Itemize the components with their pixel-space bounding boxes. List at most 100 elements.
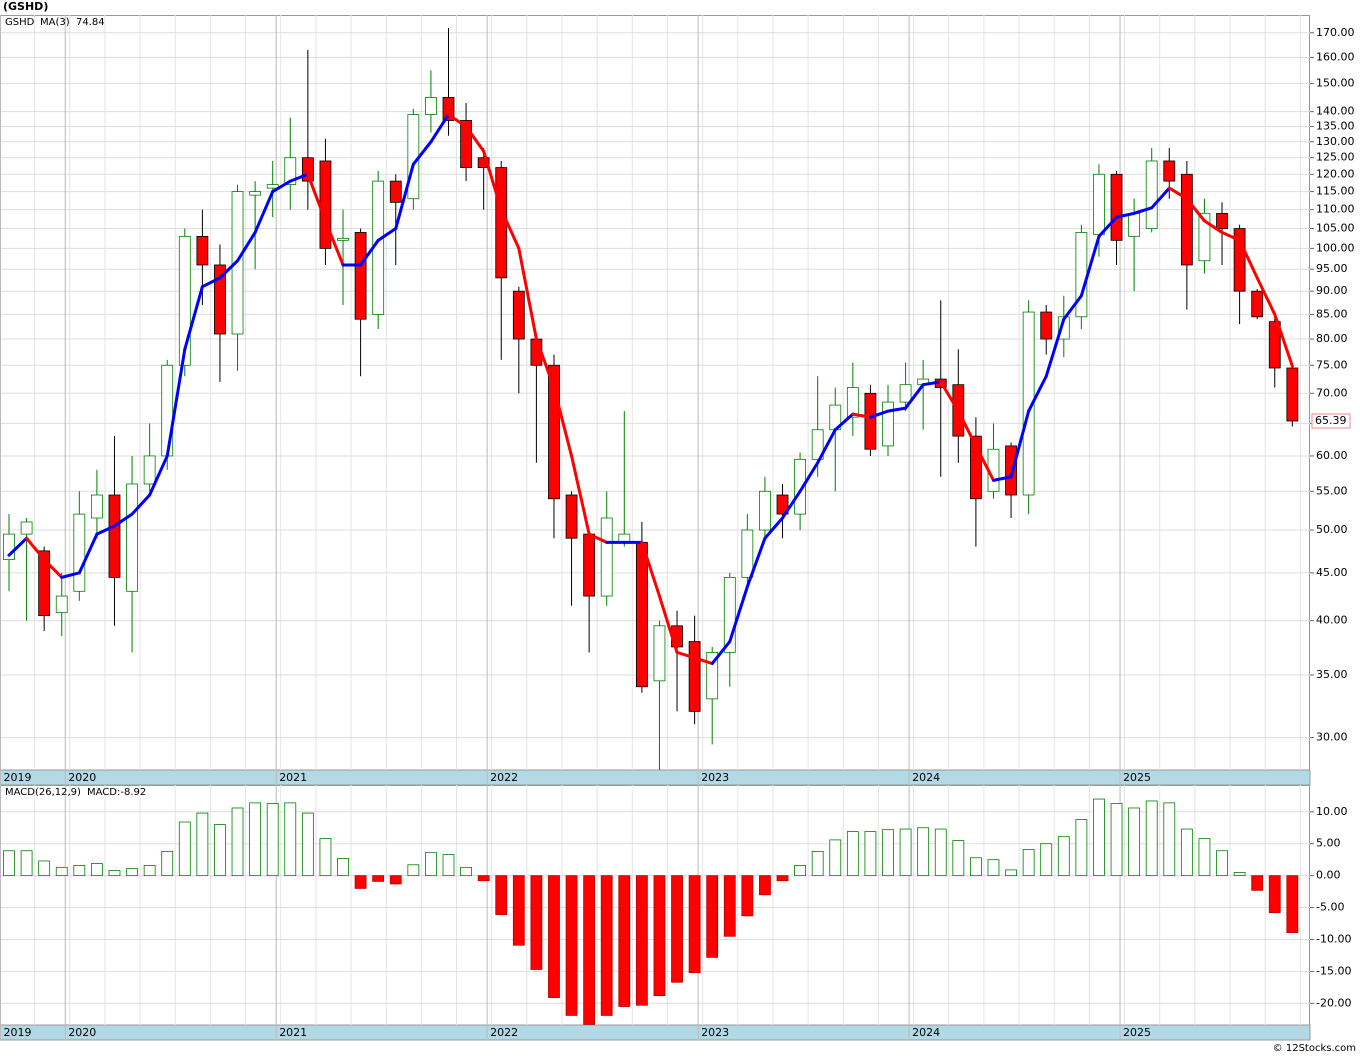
ma-line — [1062, 294, 1083, 321]
macd-bar — [618, 875, 631, 1007]
y-tick-label: 5.00 — [1316, 837, 1341, 850]
x-tick-label: 2019 — [4, 771, 32, 784]
x-tick-label: 2021 — [279, 771, 307, 784]
macd-bar — [917, 827, 930, 877]
candle-body — [143, 455, 156, 485]
ma-line — [306, 172, 327, 223]
macd-bar — [512, 875, 525, 946]
x-tick-label: 2023 — [701, 771, 729, 784]
candle-body — [635, 542, 648, 688]
legend-ma: MA(3) — [40, 17, 70, 28]
candle-body — [495, 167, 508, 279]
ma-line — [956, 409, 978, 448]
macd-bar — [284, 802, 297, 877]
macd-bar — [1075, 819, 1088, 877]
macd-bar — [1180, 828, 1193, 877]
macd-bar — [214, 824, 226, 877]
ma-line — [728, 585, 749, 644]
macd-bar — [952, 840, 965, 877]
candle-body — [1093, 173, 1105, 235]
legend-ticker: GSHD — [5, 17, 35, 28]
macd-bar — [1110, 803, 1123, 877]
ma-line — [200, 276, 222, 289]
x-tick-label: 2022 — [490, 1026, 518, 1039]
macd-bar — [846, 831, 859, 877]
ma-line — [253, 190, 275, 234]
ma-line — [693, 656, 714, 666]
ma-line — [1185, 197, 1206, 223]
candle-body — [864, 392, 877, 450]
x-tick-label: 2021 — [279, 1026, 307, 1039]
macd-bar — [688, 875, 701, 974]
y-tick-label: -5.00 — [1316, 901, 1344, 914]
ma-line — [447, 113, 468, 128]
ma-line — [868, 409, 890, 419]
macd-bar — [143, 865, 156, 877]
y-tick-label: 95.00 — [1316, 262, 1348, 275]
candle-body — [706, 651, 719, 700]
x-tick-label: 2025 — [1123, 1026, 1151, 1039]
macd-bar — [1251, 875, 1264, 891]
y-tick-label: 160.00 — [1316, 50, 1355, 63]
candle-body — [794, 458, 806, 515]
candle-body — [284, 157, 297, 185]
ma-line — [534, 337, 556, 390]
y-tick-label: 140.00 — [1316, 105, 1355, 118]
ma-line — [904, 383, 925, 410]
macd-bar — [161, 850, 174, 877]
ma-line — [394, 162, 415, 231]
macd-bar — [741, 875, 754, 917]
y-tick-label: 135.00 — [1316, 119, 1355, 132]
ma-line — [411, 140, 433, 166]
ma-line — [763, 516, 785, 540]
ma-line — [1027, 374, 1048, 413]
ma-line — [359, 238, 380, 267]
candle-body — [846, 387, 859, 418]
y-tick-label: 120.00 — [1316, 167, 1355, 180]
macd-bar — [1128, 807, 1141, 877]
ma-line — [148, 454, 169, 497]
macd-bar — [1040, 843, 1053, 877]
macd-bar — [1093, 798, 1105, 877]
candle-body — [653, 625, 666, 682]
x-tick-label: 2024 — [912, 771, 940, 784]
ma-line — [183, 285, 204, 351]
macd-bar — [1022, 849, 1035, 877]
ma-line — [288, 172, 310, 183]
ma-line — [236, 230, 257, 263]
legend-ma-value: 74.84 — [76, 17, 105, 28]
candle-body — [811, 429, 824, 460]
ma-line — [1115, 211, 1136, 219]
x-axis-band — [0, 1024, 1311, 1041]
macd-bar — [829, 839, 842, 877]
ma-line — [130, 493, 152, 516]
macd-bar — [460, 866, 472, 877]
candle-body — [301, 157, 314, 182]
macd-bar — [759, 875, 771, 896]
macd-bar — [565, 875, 578, 1016]
y-tick-label: 70.00 — [1316, 386, 1348, 399]
macd-bar — [1198, 838, 1211, 877]
macd-bar — [811, 850, 824, 877]
candle-body — [20, 521, 33, 535]
candle-body — [161, 364, 174, 457]
ma-line — [1009, 409, 1031, 479]
x-tick-label: 2023 — [701, 1026, 729, 1039]
candle-body — [477, 157, 490, 168]
candle-body — [319, 160, 332, 249]
y-tick-label: 10.00 — [1316, 805, 1348, 818]
macd-bar — [776, 875, 789, 882]
ma-line — [1132, 206, 1154, 215]
ma-line — [781, 489, 802, 520]
macd-bar — [495, 875, 508, 915]
candle-body — [91, 494, 103, 519]
ma-line — [499, 208, 521, 250]
x-tick-label: 2025 — [1123, 771, 1151, 784]
macd-bar — [1286, 875, 1299, 933]
ma-line — [816, 428, 837, 465]
candle-body — [55, 595, 68, 614]
footer: © 12Stocks.com — [1273, 1043, 1356, 1054]
y-tick-label: 105.00 — [1316, 222, 1355, 235]
ma-line — [323, 219, 345, 267]
ma-line — [675, 650, 697, 660]
